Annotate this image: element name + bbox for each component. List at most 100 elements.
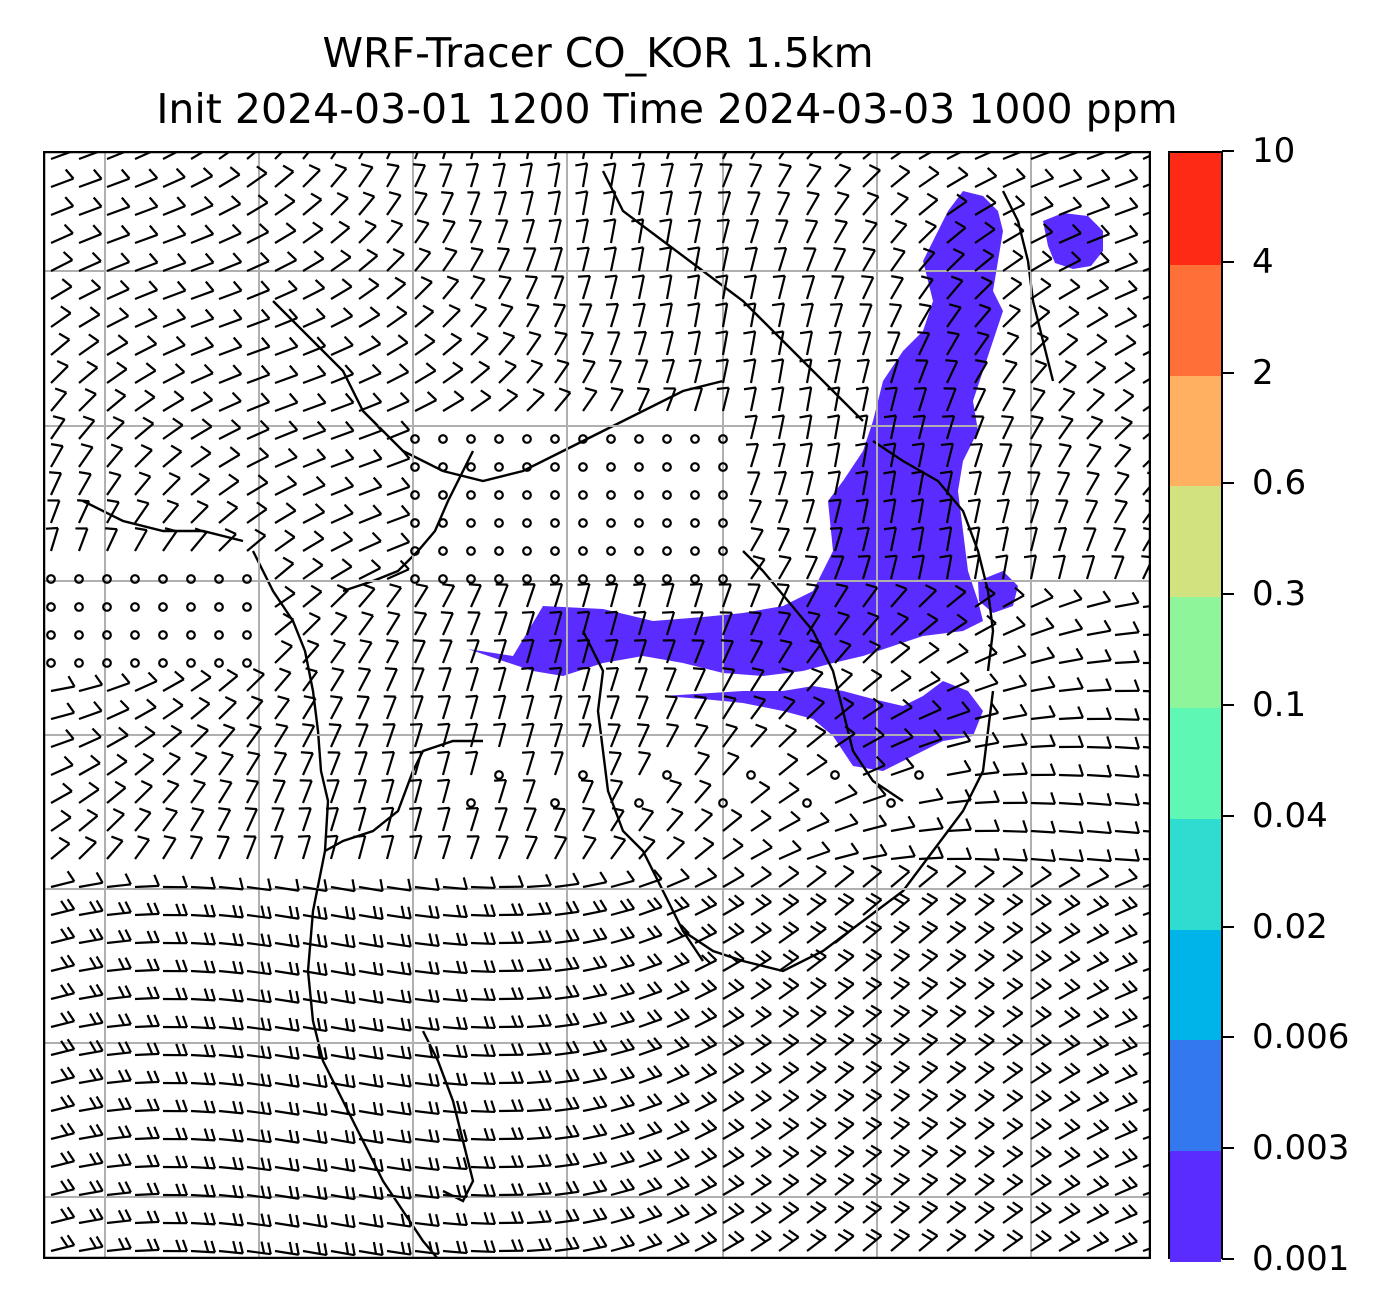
wind-barb [859,303,873,328]
wind-barb [1030,415,1044,440]
wind-barb [302,1157,328,1173]
wind-barb [890,192,909,216]
wind-barb [659,274,673,300]
wind-barb [862,976,883,1000]
wind-barb [1002,977,1024,1000]
wind-barb [218,1072,244,1087]
wind-barb [862,755,886,777]
wind-barb [439,163,453,188]
wind-barb [498,1043,525,1057]
wind-barb [918,165,940,188]
calm-wind-circle [662,434,672,444]
wind-barb [1142,322,1151,329]
wind-barb [974,643,998,665]
colorbar-tick-label: 4 [1252,241,1274,282]
wind-barb [750,838,773,860]
wind-barb [827,470,841,496]
wind-barb [806,1033,827,1056]
wind-barb [498,331,516,356]
wind-barb [218,308,243,329]
wind-barb [946,166,969,188]
wind-barb [218,500,239,524]
wind-barb [1114,679,1141,693]
wind-barb [778,1005,800,1028]
wind-barb [330,639,346,664]
wind-barb [577,638,591,664]
wind-barb [246,419,270,441]
wind-barb [890,583,908,608]
wind-barb [1114,224,1139,245]
wind-barb [750,1145,772,1168]
calm-wind-circle [494,770,504,780]
wind-barb [162,1015,189,1029]
wind-barb [806,1061,827,1084]
wind-barb [106,361,128,384]
wind-barb [834,1032,855,1056]
wind-barb [946,847,973,861]
wind-barb [134,335,158,356]
wind-barb [632,302,646,328]
wind-barb [106,957,132,973]
wind-barb [890,1200,911,1224]
wind-barb [78,701,103,721]
calm-wind-circle [522,546,532,556]
wind-barb [744,246,758,272]
wind-barb [799,386,813,412]
wind-barb [946,220,967,244]
wind-barb [106,1209,132,1225]
wind-barb [750,723,768,748]
calm-wind-circle [410,434,420,444]
wind-barb [946,948,967,972]
wind-barb [666,836,686,860]
wind-barb [1023,554,1038,580]
wind-barb [974,790,1000,805]
wind-barb [1086,979,1110,1000]
wind-barb [549,694,563,720]
wind-barb [526,1125,552,1141]
wind-barb [917,331,931,356]
wind-barb [918,670,941,692]
wind-barb [190,224,215,245]
colorbar-segment [1170,1150,1221,1262]
calm-wind-circle [550,518,560,528]
wind-barb [638,751,652,776]
wind-barb [218,988,244,1003]
wind-barb [1114,1148,1138,1169]
wind-barb [1086,168,1111,189]
calm-wind-circle [214,574,224,584]
wind-barb [550,751,564,776]
wind-barb [134,752,155,776]
wind-barb [519,162,533,188]
wind-barb [884,386,898,412]
wind-barb [1058,1230,1081,1252]
wind-barb [778,977,800,1000]
wind-barb [1058,735,1085,749]
wind-barb [1142,1040,1151,1057]
wind-barb [1002,276,1023,300]
wind-barb [1086,849,1112,863]
wind-barb [578,694,592,720]
wind-barb [274,667,292,692]
wind-barb [1086,333,1108,356]
wind-barb [493,638,508,664]
wind-barb [218,1212,244,1227]
wind-barb [918,787,944,805]
wind-barb [1142,900,1151,917]
calm-wind-circle [690,546,700,556]
wind-barb [386,1073,412,1088]
calm-wind-circle [466,434,476,444]
wind-barb [302,989,328,1005]
wind-barb [834,920,855,944]
wind-barb [974,977,995,1000]
wind-barb [772,442,786,468]
wind-barb [190,527,208,552]
wind-barb [890,892,911,916]
calm-wind-circle [494,546,504,556]
wind-barb [547,162,561,188]
wind-barb [409,750,423,776]
wind-barb [270,835,284,860]
wind-barb [465,722,479,748]
wind-barb [302,250,325,272]
wind-barb [302,961,328,977]
wind-barb [694,751,711,776]
